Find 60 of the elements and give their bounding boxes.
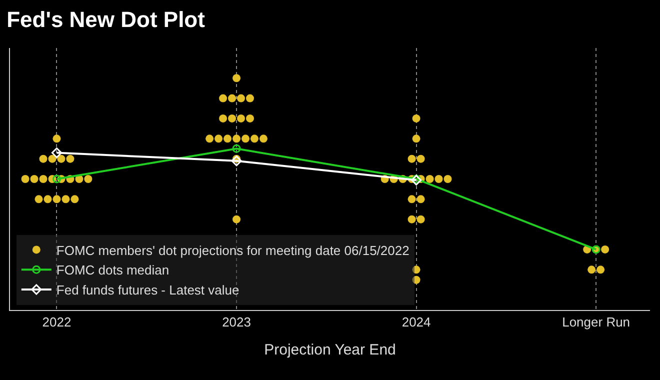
point [51,148,62,158]
point [44,195,52,204]
legend-label: Fed funds futures - Latest value [56,282,240,298]
point [412,114,420,122]
legend-label: FOMC members' dot projections for meeting date 06/15/2022 [56,242,410,258]
x-tick-label: 2022 [42,314,72,330]
point [232,74,241,82]
point [416,195,425,204]
point [434,175,443,183]
x-tick-label: Longer Run [562,314,630,330]
point [412,266,420,274]
point [39,175,48,183]
point [246,114,254,122]
x-axis-title: Projection Year End [264,342,396,359]
point [237,94,246,102]
point [214,134,223,143]
point [66,154,74,163]
point [231,156,242,166]
point [246,94,254,102]
point [228,94,236,102]
point [21,175,30,183]
point [588,266,596,274]
chart-title: Fed's New Dot Plot [6,6,206,32]
point [224,134,232,143]
x-tick-label: 2023 [222,314,251,330]
point [34,195,43,204]
point [250,134,258,143]
point [52,134,61,143]
point [412,134,420,143]
point [70,195,79,204]
point [228,114,236,122]
point [84,175,92,183]
point [601,245,610,254]
point [232,134,241,143]
point [416,154,425,163]
point [242,134,250,143]
point [30,175,38,183]
point [412,276,420,284]
point [444,175,452,183]
legend-label: FOMC dots median [56,262,170,278]
point [48,154,56,163]
point [237,114,246,122]
point [52,174,61,184]
point [259,134,268,143]
point [232,215,241,224]
point [219,114,228,122]
point [219,94,228,102]
point [408,215,416,224]
point [57,154,66,163]
point [232,144,241,153]
point [52,195,61,204]
point [426,175,434,183]
point [408,154,416,163]
point [408,195,416,204]
point [39,154,48,163]
point [206,134,214,143]
x-tick-label: 2024 [402,314,431,330]
point [596,266,605,274]
point [62,195,70,204]
point [416,215,425,224]
